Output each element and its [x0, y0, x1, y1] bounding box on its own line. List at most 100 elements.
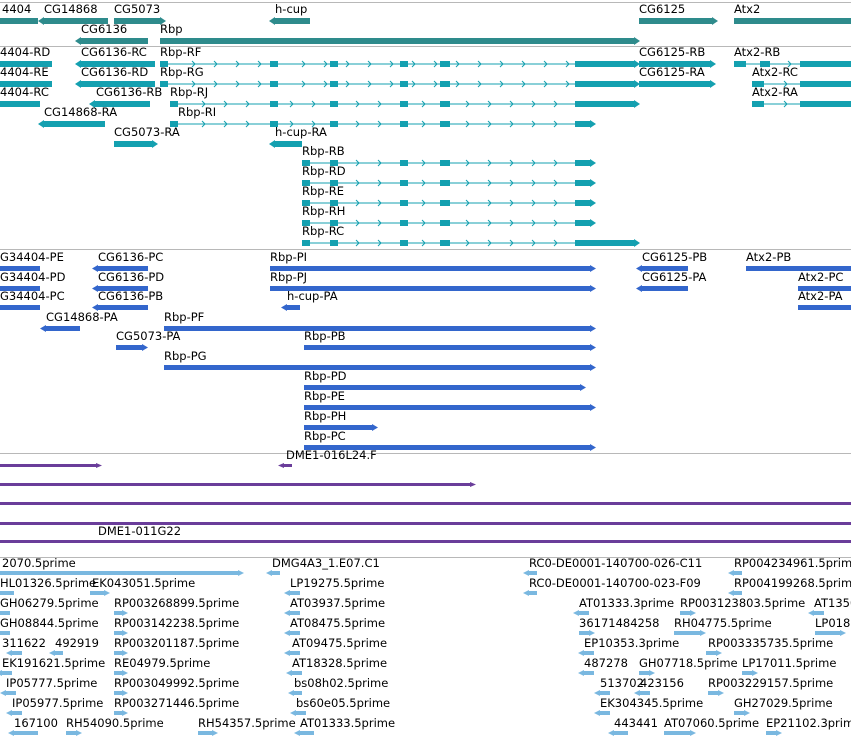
- feature-label[interactable]: RP004199268.5prime: [734, 576, 851, 590]
- feature-glyph[interactable]: [75, 60, 155, 68]
- feature-glyph[interactable]: [636, 265, 688, 272]
- feature-label[interactable]: CG6136: [81, 22, 128, 36]
- feature-label[interactable]: Rbp-RG: [160, 65, 204, 79]
- feature-label[interactable]: Rbp-RB: [302, 144, 345, 158]
- feature-glyph[interactable]: [284, 630, 300, 636]
- feature-label[interactable]: 513702: [600, 676, 644, 690]
- feature-glyph[interactable]: [578, 650, 594, 656]
- feature-label[interactable]: GH07718.5prime: [639, 656, 738, 670]
- feature-glyph[interactable]: [160, 60, 640, 68]
- feature-label[interactable]: Atx2-PC: [798, 270, 844, 284]
- feature-glyph[interactable]: [49, 650, 63, 656]
- feature-label[interactable]: Atx2: [734, 2, 761, 16]
- feature-label[interactable]: RH54357.5prime: [198, 716, 296, 730]
- feature-label[interactable]: Rbp-RI: [178, 105, 217, 119]
- feature-label[interactable]: Rbp-PF: [164, 310, 205, 324]
- feature-glyph[interactable]: [304, 344, 596, 351]
- feature-label[interactable]: RP003049992.5prime: [114, 676, 240, 690]
- feature-glyph[interactable]: [302, 219, 596, 227]
- feature-label[interactable]: Rbp-RH: [302, 204, 346, 218]
- feature-label[interactable]: CG14868-RA: [44, 105, 118, 119]
- feature-glyph[interactable]: [89, 100, 150, 108]
- feature-glyph[interactable]: [634, 690, 650, 696]
- feature-glyph[interactable]: [639, 17, 718, 25]
- feature-label[interactable]: DME1-011G22: [98, 524, 182, 538]
- feature-glyph[interactable]: [798, 285, 851, 292]
- feature-glyph[interactable]: [92, 285, 148, 292]
- feature-label[interactable]: CG6136-RC: [81, 45, 147, 59]
- feature-glyph[interactable]: [594, 710, 610, 716]
- feature-glyph[interactable]: [0, 670, 12, 676]
- feature-label[interactable]: IP05977.5prime: [12, 696, 104, 710]
- feature-label[interactable]: EK304345.5prime: [600, 696, 704, 710]
- feature-label[interactable]: Atx2-RA: [752, 85, 798, 99]
- feature-glyph[interactable]: [114, 690, 128, 696]
- feature-glyph[interactable]: [164, 364, 596, 371]
- feature-label[interactable]: 4404-RC: [0, 85, 49, 99]
- feature-label[interactable]: Rbp: [160, 22, 183, 36]
- feature-label[interactable]: Atx2-RC: [752, 65, 798, 79]
- feature-label[interactable]: CG6136-RD: [81, 65, 149, 79]
- feature-glyph[interactable]: [114, 610, 128, 616]
- feature-glyph[interactable]: [90, 590, 110, 596]
- feature-glyph[interactable]: [114, 670, 128, 676]
- feature-label[interactable]: 311622: [2, 636, 46, 650]
- feature-label[interactable]: 4404: [2, 2, 32, 16]
- feature-label[interactable]: G34404-PE: [0, 250, 64, 264]
- feature-glyph[interactable]: [752, 100, 851, 108]
- feature-glyph[interactable]: [0, 570, 244, 576]
- feature-glyph[interactable]: [284, 590, 300, 596]
- feature-label[interactable]: DMG4A3_1.E07.C1: [272, 556, 380, 570]
- feature-glyph[interactable]: [114, 140, 158, 148]
- feature-label[interactable]: 423156: [640, 676, 684, 690]
- feature-label[interactable]: CG5073-RA: [114, 125, 180, 139]
- feature-label[interactable]: 4404-RE: [0, 65, 49, 79]
- feature-label[interactable]: RP003268899.5prime: [114, 596, 240, 610]
- feature-label[interactable]: HL01326.5prime: [0, 576, 97, 590]
- feature-glyph[interactable]: [170, 100, 640, 108]
- feature-glyph[interactable]: [302, 179, 596, 187]
- feature-glyph[interactable]: [0, 690, 16, 696]
- feature-label[interactable]: Rbp-PD: [304, 369, 347, 383]
- feature-glyph[interactable]: [114, 710, 128, 716]
- feature-glyph[interactable]: [66, 730, 82, 736]
- feature-glyph[interactable]: [0, 100, 40, 108]
- feature-label[interactable]: CG6136-RB: [96, 85, 163, 99]
- feature-glyph[interactable]: [114, 650, 128, 656]
- feature-label[interactable]: RP004234961.5prime: [734, 556, 851, 570]
- feature-label[interactable]: EK191621.5prime: [2, 656, 106, 670]
- feature-label[interactable]: bs08h02.5prime: [294, 676, 389, 690]
- feature-glyph[interactable]: [0, 482, 476, 487]
- feature-label[interactable]: 36171484258: [579, 616, 660, 630]
- feature-label[interactable]: h-cup-PA: [287, 289, 338, 303]
- feature-glyph[interactable]: [164, 325, 596, 332]
- feature-label[interactable]: Rbp-PH: [304, 409, 347, 423]
- feature-glyph[interactable]: [578, 670, 594, 676]
- feature-label[interactable]: CG6125-RA: [639, 65, 705, 79]
- feature-glyph[interactable]: [75, 80, 155, 88]
- feature-glyph[interactable]: [746, 265, 851, 272]
- feature-glyph[interactable]: [0, 521, 851, 526]
- feature-glyph[interactable]: [742, 670, 758, 676]
- feature-glyph[interactable]: [284, 650, 300, 656]
- feature-glyph[interactable]: [288, 690, 302, 696]
- feature-glyph[interactable]: [92, 304, 148, 311]
- feature-glyph[interactable]: [304, 404, 596, 411]
- feature-label[interactable]: AT1350: [814, 596, 851, 610]
- feature-label[interactable]: DME1-016L24.F: [286, 448, 377, 462]
- feature-glyph[interactable]: [304, 424, 378, 431]
- feature-label[interactable]: EP21102.3prime: [766, 716, 851, 730]
- feature-glyph[interactable]: [38, 17, 108, 25]
- feature-label[interactable]: AT03937.5prime: [290, 596, 386, 610]
- feature-label[interactable]: Rbp-PJ: [270, 270, 308, 284]
- feature-glyph[interactable]: [302, 159, 596, 167]
- feature-glyph[interactable]: [0, 60, 52, 68]
- feature-glyph[interactable]: [6, 710, 22, 716]
- feature-glyph[interactable]: [608, 730, 628, 736]
- feature-glyph[interactable]: [304, 384, 586, 391]
- feature-label[interactable]: AT18328.5prime: [292, 656, 388, 670]
- feature-glyph[interactable]: [290, 710, 306, 716]
- feature-label[interactable]: EP10353.3prime: [584, 636, 680, 650]
- feature-label[interactable]: Rbp-RD: [302, 164, 346, 178]
- feature-label[interactable]: Rbp-RF: [160, 45, 202, 59]
